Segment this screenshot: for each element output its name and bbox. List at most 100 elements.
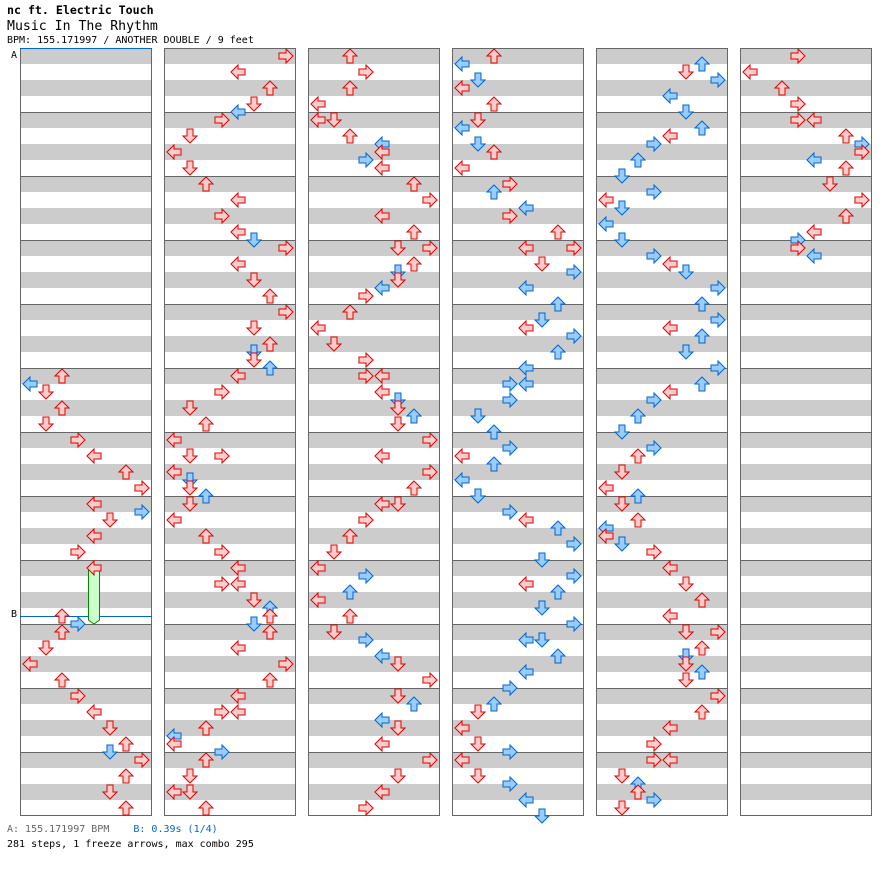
column-border	[308, 48, 440, 816]
left-arrow-icon	[598, 215, 614, 233]
up-arrow-icon	[485, 48, 503, 64]
beat-stripe	[596, 464, 728, 480]
beat-stripe	[596, 176, 728, 192]
left-arrow-icon	[310, 319, 326, 337]
beat-stripe	[20, 432, 152, 448]
up-arrow-icon	[693, 592, 711, 608]
right-arrow-icon	[502, 207, 518, 225]
down-arrow-icon	[389, 720, 407, 736]
beat-stripe	[740, 176, 872, 192]
right-arrow-icon	[646, 791, 662, 809]
up-arrow-icon	[117, 736, 135, 752]
down-arrow-icon	[37, 384, 55, 400]
left-arrow-icon	[742, 63, 758, 81]
right-arrow-icon	[790, 95, 806, 113]
down-arrow-icon	[469, 112, 487, 128]
beat-stripe	[308, 48, 440, 64]
right-arrow-icon	[214, 207, 230, 225]
beat-stripe	[20, 688, 152, 704]
up-arrow-icon	[693, 328, 711, 344]
chart-artist-title: nc ft. Electric Touch	[7, 3, 154, 17]
right-arrow-icon	[422, 751, 438, 769]
right-arrow-icon	[70, 543, 86, 561]
beat-stripe	[308, 752, 440, 768]
down-arrow-icon	[613, 800, 631, 816]
down-arrow-icon	[325, 336, 343, 352]
right-arrow-icon	[566, 327, 582, 345]
up-arrow-icon	[53, 624, 71, 640]
beat-stripe	[740, 240, 872, 256]
right-arrow-icon	[710, 623, 726, 641]
chart-column	[452, 48, 584, 816]
up-arrow-icon	[485, 424, 503, 440]
beat-stripe	[20, 400, 152, 416]
up-arrow-icon	[117, 768, 135, 784]
left-arrow-icon	[454, 119, 470, 137]
down-arrow-icon	[469, 704, 487, 720]
beat-stripe	[20, 752, 152, 768]
beat-stripe	[20, 624, 152, 640]
down-arrow-icon	[101, 720, 119, 736]
down-arrow-icon	[181, 448, 199, 464]
left-arrow-icon	[806, 151, 822, 169]
left-arrow-icon	[166, 783, 182, 801]
chart-column	[20, 48, 152, 816]
beat-stripe	[596, 368, 728, 384]
beat-stripe	[740, 272, 872, 288]
beat-stripe	[452, 688, 584, 704]
beat-stripe	[308, 336, 440, 352]
right-arrow-icon	[214, 111, 230, 129]
beat-stripe	[452, 240, 584, 256]
right-arrow-icon	[422, 463, 438, 481]
left-arrow-icon	[310, 559, 326, 577]
down-arrow-icon	[677, 576, 695, 592]
left-arrow-icon	[662, 383, 678, 401]
left-arrow-icon	[518, 631, 534, 649]
left-arrow-icon	[374, 735, 390, 753]
up-arrow-icon	[773, 80, 791, 96]
right-arrow-icon	[566, 263, 582, 281]
left-arrow-icon	[598, 479, 614, 497]
left-arrow-icon	[86, 703, 102, 721]
beat-stripe	[740, 304, 872, 320]
right-arrow-icon	[278, 655, 294, 673]
beat-stripe	[740, 400, 872, 416]
right-arrow-icon	[70, 431, 86, 449]
up-arrow-icon	[549, 344, 567, 360]
right-arrow-icon	[646, 247, 662, 265]
step-notes	[22, 47, 870, 824]
beat-stripe	[164, 240, 296, 256]
down-arrow-icon	[389, 240, 407, 256]
right-arrow-icon	[502, 679, 518, 697]
left-arrow-icon	[662, 127, 678, 145]
beat-stripe	[596, 80, 728, 96]
beat-stripe	[452, 592, 584, 608]
right-arrow-icon	[358, 567, 374, 585]
beat-stripe	[164, 688, 296, 704]
right-arrow-icon	[710, 359, 726, 377]
down-arrow-icon	[325, 112, 343, 128]
down-arrow-icon	[181, 480, 199, 496]
chart-column	[164, 48, 296, 816]
down-arrow-icon	[245, 272, 263, 288]
right-arrow-icon	[134, 479, 150, 497]
beat-stripe	[740, 720, 872, 736]
up-arrow-icon	[197, 176, 215, 192]
beat-stripe	[596, 144, 728, 160]
up-arrow-icon	[629, 152, 647, 168]
beat-stripe	[740, 80, 872, 96]
beat-stripe	[20, 528, 152, 544]
beat-stripe	[164, 656, 296, 672]
beat-stripe	[740, 336, 872, 352]
left-arrow-icon	[454, 447, 470, 465]
footer-timing: A: 155.171997 BPM B: 0.39s (1/4)	[7, 824, 218, 835]
beat-stripe	[740, 752, 872, 768]
down-arrow-icon	[821, 176, 839, 192]
right-arrow-icon	[70, 687, 86, 705]
right-arrow-icon	[278, 239, 294, 257]
beat-stripe	[596, 656, 728, 672]
up-arrow-icon	[629, 512, 647, 528]
up-arrow-icon	[405, 256, 423, 272]
right-arrow-icon	[134, 751, 150, 769]
right-arrow-icon	[214, 447, 230, 465]
